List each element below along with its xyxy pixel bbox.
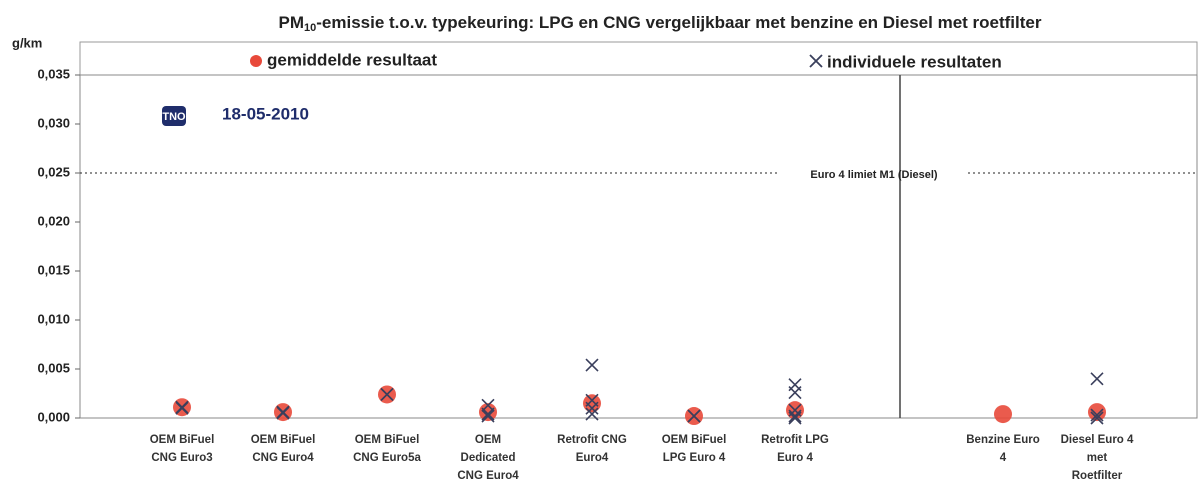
x-tick-label: OEM BiFuel xyxy=(355,434,420,446)
x-tick-label: met xyxy=(1087,452,1108,464)
individual-cross xyxy=(481,409,495,423)
y-tick-label: 0,015 xyxy=(37,262,70,277)
individual-cross xyxy=(687,409,701,423)
logo-mark xyxy=(162,106,186,126)
individual-cross xyxy=(380,387,394,402)
individual-cross xyxy=(788,385,802,400)
x-tick-label: OEM BiFuel xyxy=(662,434,727,446)
x-tick-label: Retrofit LPG xyxy=(761,434,829,446)
x-tick-label: CNG Euro3 xyxy=(151,452,212,464)
x-tick-label: Dedicated xyxy=(461,452,516,464)
y-tick-label: 0,035 xyxy=(37,66,70,81)
plot-frame xyxy=(79,74,1198,419)
individual-cross xyxy=(788,409,802,423)
mean-dot xyxy=(994,405,1012,424)
x-tick-label: Euro4 xyxy=(576,452,609,464)
individual-cross xyxy=(481,407,495,421)
legend-frame xyxy=(79,41,1198,76)
individual-cross xyxy=(585,407,599,421)
legend-marker xyxy=(809,54,823,68)
x-tick-label: Euro 4 xyxy=(777,452,813,464)
title-text: -emissie t.o.v. typekeuring: LPG en CNG … xyxy=(316,13,1042,32)
x-tick-label: CNG Euro4 xyxy=(252,452,314,464)
x-tick-label: Roetfilter xyxy=(1072,470,1123,482)
individual-cross xyxy=(175,401,189,415)
mean-dot xyxy=(1088,403,1106,422)
legend-label: individuele resultaten xyxy=(827,52,1002,71)
limit-label: Euro 4 limiet M1 (Diesel) xyxy=(810,169,937,181)
y-tick-label: 0,010 xyxy=(37,311,70,326)
y-tick-label: 0,000 xyxy=(37,409,70,424)
x-tick-label: OEM BiFuel xyxy=(251,434,316,446)
x-tick-label: CNG Euro5a xyxy=(353,452,421,464)
x-tick-label: 4 xyxy=(1000,452,1007,464)
x-tick-label: OEM xyxy=(475,434,501,446)
y-tick-label: 0,005 xyxy=(37,360,70,375)
y-tick-label: 0,030 xyxy=(37,115,70,130)
individual-cross xyxy=(585,358,599,372)
title-subscript: 10 xyxy=(304,22,316,34)
legend-label: gemiddelde resultaat xyxy=(267,50,437,69)
y-axis-label: g/km xyxy=(12,35,42,50)
x-tick-label: OEM BiFuel xyxy=(150,434,215,446)
x-tick-label: LPG Euro 4 xyxy=(663,452,726,464)
x-tick-label: Benzine Euro xyxy=(966,434,1039,446)
individual-cross xyxy=(585,401,599,415)
logo-text: TNO xyxy=(162,111,186,123)
x-tick-label: CNG Euro4 xyxy=(457,470,519,482)
y-tick-label: 0,025 xyxy=(37,164,70,179)
individual-cross xyxy=(1090,411,1104,425)
legend-marker xyxy=(250,55,262,67)
individual-cross xyxy=(788,411,802,425)
date-annotation: 18-05-2010 xyxy=(222,104,309,123)
individual-cross xyxy=(1090,408,1104,422)
mean-dot xyxy=(479,403,497,422)
chart-title: PM10-emissie t.o.v. typekeuring: LPG en … xyxy=(279,13,1042,33)
x-tick-label: Diesel Euro 4 xyxy=(1061,434,1134,446)
y-tick-label: 0,020 xyxy=(37,213,70,228)
individual-cross xyxy=(276,406,290,420)
title-prefix: PM xyxy=(279,13,305,32)
individual-cross xyxy=(1090,372,1104,386)
mean-dot xyxy=(583,394,601,413)
x-tick-label: Retrofit CNG xyxy=(557,434,627,446)
